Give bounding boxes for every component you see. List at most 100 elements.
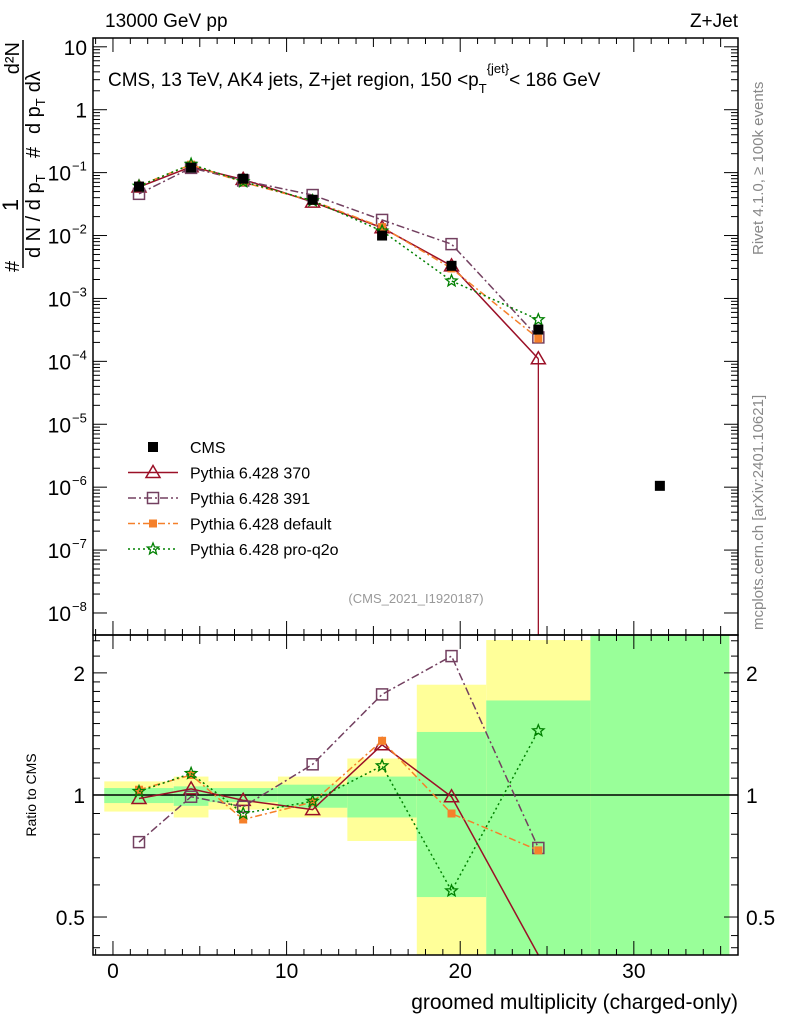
legend-item: Pythia 6.428 pro-q2o bbox=[128, 541, 339, 559]
ratio-tick-label-right: 0.5 bbox=[746, 907, 775, 930]
marker-star bbox=[183, 765, 199, 780]
ratio-tick-label-left: 0.5 bbox=[56, 907, 85, 930]
marker-triangle bbox=[144, 464, 162, 479]
rivet-version-label: Rivet 4.1.0, ≥ 100k events bbox=[750, 82, 767, 255]
y-tick-exponent: −8 bbox=[72, 599, 87, 614]
legend-item: Pythia 6.428 370 bbox=[128, 464, 310, 483]
main-series bbox=[130, 156, 665, 635]
ratio-line bbox=[138, 743, 539, 956]
marker-open-square bbox=[132, 835, 146, 849]
y-tick-label: 10 bbox=[48, 288, 71, 311]
marker-square bbox=[238, 173, 249, 184]
x-tick-label: 30 bbox=[622, 960, 645, 983]
marker-open-square bbox=[375, 688, 389, 701]
ratio-pythia-6-428-pro-q2o bbox=[131, 722, 546, 898]
y-tick-label: 10 bbox=[48, 163, 71, 186]
y-tick-label: 10 bbox=[48, 540, 71, 563]
marker-square bbox=[534, 334, 543, 343]
marker-square bbox=[186, 162, 197, 173]
y-tick-label: 1 bbox=[75, 100, 87, 123]
y-tick-exponent: −7 bbox=[72, 536, 87, 551]
marker-star bbox=[305, 793, 320, 808]
marker-triangle bbox=[304, 801, 321, 816]
legend-label: Pythia 6.428 370 bbox=[190, 466, 310, 483]
series-line bbox=[138, 165, 539, 360]
marker-square bbox=[135, 785, 144, 794]
legend: CMS Pythia 6.428 370 Pythia 6.428 391 Pythi… bbox=[128, 440, 339, 559]
y-tick-exponent: −6 bbox=[72, 473, 87, 488]
marker-square bbox=[239, 815, 248, 824]
legend-label: Pythia 6.428 391 bbox=[190, 491, 310, 508]
y-tick-exponent: −3 bbox=[72, 284, 87, 299]
series-cms bbox=[134, 162, 665, 491]
x-tick-label: 0 bbox=[107, 960, 119, 983]
y-tick-label: 10 bbox=[64, 37, 87, 60]
marker-star bbox=[444, 883, 459, 898]
y-label-denominator-1: d N / d pT bbox=[23, 174, 48, 258]
ratio-tick-label-right: 1 bbox=[746, 785, 758, 808]
x-axis-label: groomed multiplicity (charged-only) bbox=[411, 991, 738, 1014]
x-tick-label: 10 bbox=[275, 960, 298, 983]
marker-square bbox=[654, 480, 665, 491]
y-label-numerator-1: 1 bbox=[0, 199, 23, 211]
y-tick-label: 10 bbox=[48, 603, 71, 626]
marker-triangle bbox=[182, 780, 200, 795]
marker-open-square bbox=[445, 649, 458, 663]
ratio-tick-label-left: 1 bbox=[73, 785, 85, 808]
y-tick-exponent: −5 bbox=[72, 410, 87, 425]
legend-item: Pythia 6.428 default bbox=[128, 517, 332, 534]
marker-square bbox=[308, 798, 317, 807]
marker-open-square bbox=[146, 491, 160, 505]
series-pythia-6-428-370 bbox=[130, 158, 547, 635]
ratio-pythia-6-428-default bbox=[135, 736, 543, 855]
marker-star bbox=[235, 805, 251, 820]
y-tick-exponent: −1 bbox=[72, 159, 87, 174]
marker-square bbox=[446, 260, 457, 271]
series-pythia-6-428-default bbox=[135, 160, 543, 343]
ratio-series bbox=[93, 649, 738, 956]
y-tick-label: 10 bbox=[48, 414, 71, 437]
y-tick-exponent: −2 bbox=[72, 222, 87, 237]
marker-square bbox=[534, 846, 543, 855]
marker-square bbox=[378, 223, 387, 232]
ratio-line bbox=[138, 655, 540, 849]
title-sup: {jet} bbox=[487, 61, 510, 76]
marker-triangle bbox=[234, 791, 252, 807]
marker-square bbox=[533, 324, 544, 335]
legend-item: CMS bbox=[148, 440, 226, 457]
legend-label: Pythia 6.428 default bbox=[190, 517, 332, 534]
marker-square bbox=[187, 770, 196, 779]
header-left: 13000 GeV pp bbox=[105, 11, 228, 32]
marker-star bbox=[131, 783, 147, 798]
marker-star bbox=[374, 758, 390, 773]
ratio-tick-label-left: 2 bbox=[73, 663, 85, 686]
marker-square bbox=[447, 809, 456, 818]
series-line bbox=[138, 163, 539, 321]
title-main: CMS, 13 TeV, AK4 jets, Z+jet region, 150… bbox=[108, 70, 479, 91]
legend-label: CMS bbox=[190, 440, 226, 457]
marker-open-square bbox=[184, 790, 198, 803]
marker-open-square bbox=[306, 758, 319, 771]
series-line bbox=[138, 167, 539, 338]
legend-label: Pythia 6.428 pro-q2o bbox=[190, 542, 339, 559]
series-pythia-6-428-391 bbox=[132, 161, 545, 344]
y-tick-label: 10 bbox=[48, 351, 71, 374]
marker-triangle bbox=[530, 350, 547, 365]
mcplots-label: mcplots.cern.ch [arXiv:2401.10621] bbox=[750, 395, 767, 630]
y-label-denominator-2: d pTdλ bbox=[23, 71, 48, 134]
series-line bbox=[138, 163, 539, 340]
y-axis-label: # 1 d N / d pT # d²N d pTdλ bbox=[0, 40, 48, 272]
y-label-numerator-2: d²N bbox=[2, 42, 24, 74]
band-green bbox=[347, 776, 417, 818]
y-tick-label: 10 bbox=[48, 477, 71, 500]
marker-open-square bbox=[236, 800, 250, 814]
marker-triangle bbox=[130, 790, 148, 805]
marker-star bbox=[145, 541, 161, 556]
y-tick-exponent: −4 bbox=[72, 347, 87, 362]
marker-triangle bbox=[443, 788, 460, 803]
marker-square bbox=[149, 519, 157, 528]
marker-square bbox=[378, 736, 387, 745]
marker-square bbox=[377, 230, 388, 241]
y-label-hash-2: # bbox=[23, 146, 45, 158]
marker-open-square bbox=[445, 237, 458, 251]
